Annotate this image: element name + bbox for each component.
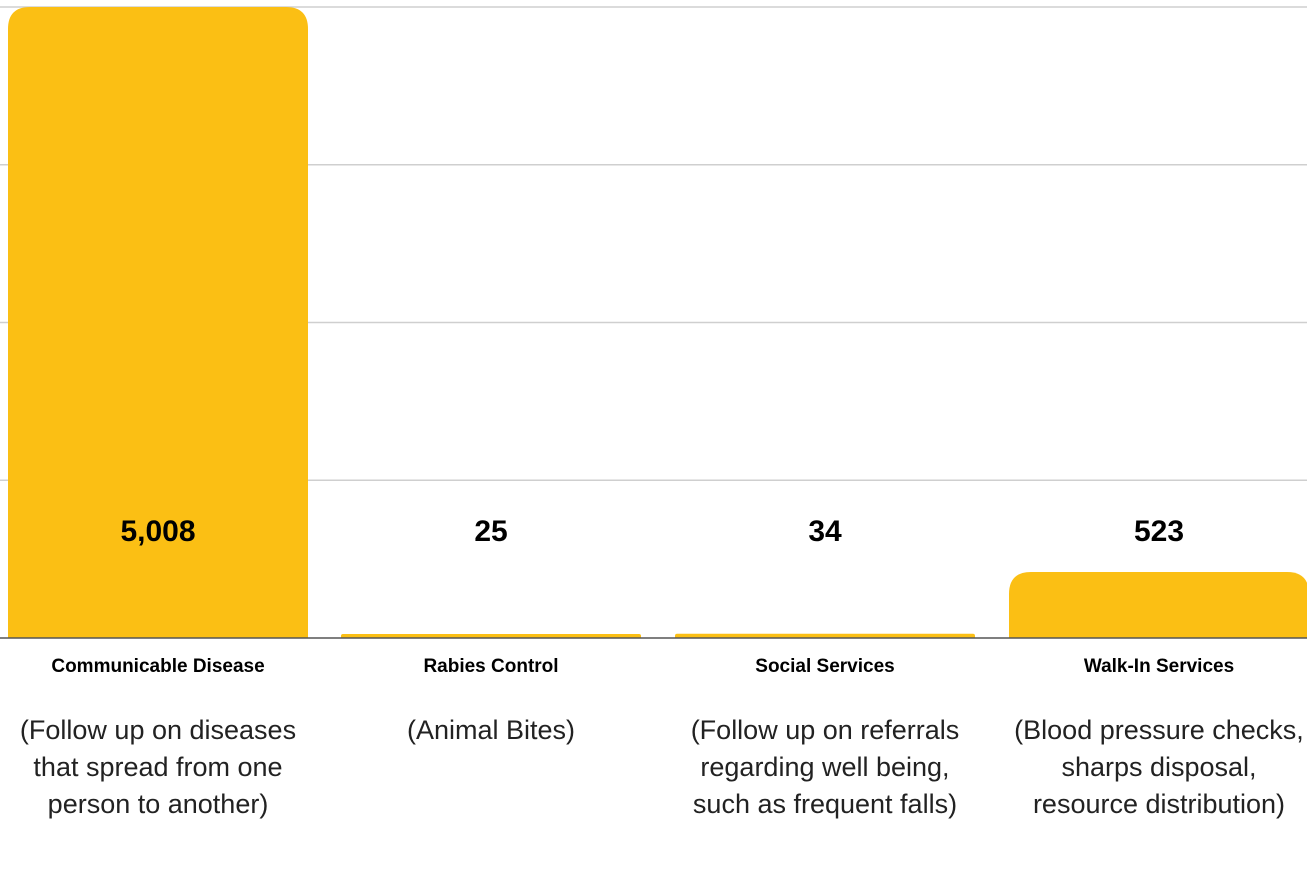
- value-label-1: 25: [474, 515, 507, 548]
- value-label-2: 34: [808, 515, 842, 548]
- value-label-3: 523: [1134, 515, 1184, 548]
- bar-0: [8, 7, 308, 638]
- category-label-2: Social Services: [755, 656, 894, 677]
- category-labels: Communicable Disease Rabies Control Social…: [51, 656, 1234, 677]
- category-label-0: Communicable Disease: [51, 656, 264, 677]
- bar-2: [675, 633, 975, 638]
- description-0: (Follow up on diseases that spread from …: [19, 715, 297, 819]
- value-label-0: 5,008: [120, 515, 195, 548]
- bar-3: [1009, 571, 1307, 638]
- bars: [8, 7, 1307, 638]
- category-label-3: Walk-In Services: [1084, 656, 1234, 677]
- bar-1: [341, 634, 641, 638]
- description-3: (Blood pressure checks, sharps disposal,…: [1014, 715, 1304, 819]
- value-labels: 5,008 25 34 523: [120, 515, 1184, 548]
- category-label-1: Rabies Control: [423, 656, 558, 677]
- description-1: (Animal Bites): [406, 715, 576, 745]
- description-2: (Follow up on referrals regarding well b…: [690, 715, 960, 819]
